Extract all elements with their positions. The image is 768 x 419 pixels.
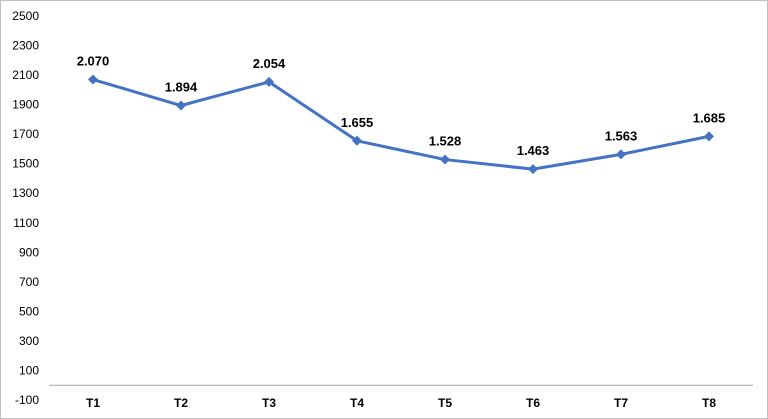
y-tick-label: 300 <box>19 334 39 348</box>
data-point-marker <box>88 74 98 85</box>
data-label: 1.563 <box>605 128 638 143</box>
x-tick-label: T7 <box>614 396 628 410</box>
series-line <box>92 78 710 171</box>
x-axis: T1 T2 T3 T4 T5 T6 T7 T8 <box>49 384 753 410</box>
y-tick-label: -100 <box>15 393 39 407</box>
x-tick-label: T5 <box>438 396 452 410</box>
data-point-marker <box>176 100 186 111</box>
series-group <box>88 74 714 175</box>
data-point-marker <box>616 149 626 160</box>
x-tick-label: T3 <box>262 396 276 410</box>
data-point-marker <box>704 131 714 142</box>
data-label: 1.685 <box>693 110 726 125</box>
y-tick-label: 500 <box>19 304 39 318</box>
y-tick-label: 1900 <box>12 98 39 112</box>
y-tick-label: 700 <box>19 275 39 289</box>
data-label: 1.528 <box>429 134 462 149</box>
data-point-marker <box>352 135 362 146</box>
data-label: 2.054 <box>253 56 286 71</box>
y-axis: -100 100 300 500 700 900 1100 1300 1500 1700 1900 2… <box>12 9 39 407</box>
data-label: 1.463 <box>517 143 550 158</box>
data-label: 1.894 <box>165 80 198 95</box>
data-point-marker <box>264 76 274 87</box>
y-tick-label: 100 <box>19 363 39 377</box>
x-tick-label: T6 <box>526 396 540 410</box>
y-tick-label: 2500 <box>12 9 39 23</box>
y-tick-label: 1100 <box>13 216 39 230</box>
y-tick-label: 1500 <box>12 157 39 171</box>
data-labels: 2.070 1.894 2.054 1.655 1.528 1.463 1.563 1.685 <box>77 54 726 159</box>
y-tick-label: 2300 <box>12 39 39 53</box>
data-point-marker <box>440 154 450 165</box>
y-tick-label: 900 <box>19 245 39 259</box>
y-tick-label: 1700 <box>12 127 39 141</box>
y-tick-label: 1300 <box>12 186 39 200</box>
x-tick-label: T2 <box>174 396 188 410</box>
x-tick-label: T8 <box>702 396 716 410</box>
x-tick-label: T1 <box>86 396 100 410</box>
y-tick-label: 2100 <box>12 68 39 82</box>
data-label: 2.070 <box>77 54 110 69</box>
data-label: 1.655 <box>341 115 374 130</box>
data-point-marker <box>528 164 538 175</box>
x-tick-label: T4 <box>350 396 364 410</box>
